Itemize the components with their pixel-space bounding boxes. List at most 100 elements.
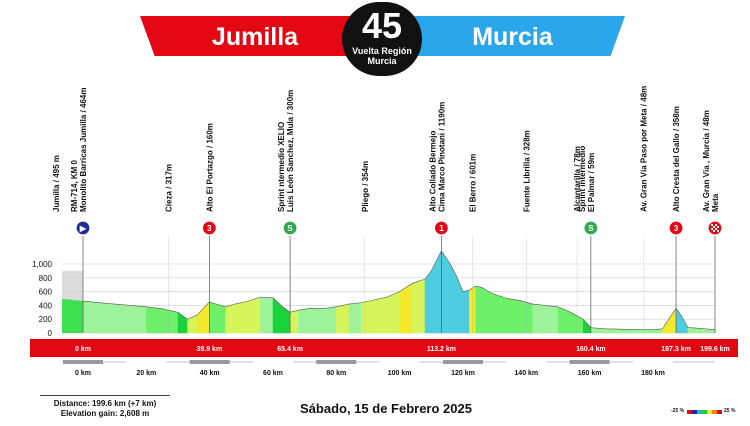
waypoint-label: Av. Gran Vía , Murcia / 48m (702, 110, 711, 212)
race-name-line1: Vuelta Región (352, 46, 412, 56)
profile-segment (488, 291, 495, 334)
waypoint-icon-text: 1 (439, 224, 444, 233)
profile-segment (668, 307, 677, 334)
profile-segment (545, 305, 559, 334)
x-axis-segment (63, 360, 103, 364)
profile-segment (462, 289, 470, 334)
x-tick-label: 20 km (136, 370, 156, 377)
gradient-legend-swatch (717, 410, 722, 414)
finish-flag-square (711, 224, 713, 226)
x-tick-label: 80 km (326, 370, 346, 377)
finish-flag-square (717, 230, 719, 232)
profile-segment (187, 314, 198, 334)
gradient-legend-min: -25 % (671, 408, 685, 414)
profile-segment (310, 307, 324, 334)
x-tick-label: 180 km (641, 370, 665, 377)
distance-text: Distance: 199.6 km (+7 km) (53, 399, 157, 408)
stage-badge: 45 Vuelta Región Murcia (342, 2, 422, 76)
start-city-label: Jumilla (211, 23, 299, 51)
x-axis-segment (316, 360, 357, 364)
waypoint-icon-text: 3 (207, 224, 212, 233)
waypoint-label: El Palmar / 59m (587, 153, 596, 212)
race-name-line2: Murcia (367, 56, 397, 66)
profile-segment (196, 301, 210, 334)
profile-segment (215, 303, 226, 334)
y-tick-label: 200 (39, 315, 53, 324)
waypoint-label: Sprint intermedio (578, 146, 587, 212)
km-marker-label: 160.4 km (576, 346, 606, 353)
waypoint-label: Meta (711, 193, 720, 212)
waypoint-label: Cieza / 317m (164, 164, 173, 212)
y-tick-label: 1,000 (32, 260, 53, 269)
end-city-label: Murcia (472, 23, 553, 51)
profile-segment (98, 302, 115, 334)
y-tick-label: 800 (39, 274, 53, 283)
finish-flag-square (713, 230, 715, 232)
waypoint-label: Cima Marco Pinotani / 1190m (437, 102, 446, 212)
profile-segment (441, 250, 451, 334)
profile-segment (399, 282, 413, 334)
waypoint-label: El Berro / 601m (468, 154, 477, 212)
waypoint-icon-text: 3 (674, 224, 679, 233)
gradient-legend-swatch (687, 410, 692, 414)
profile-segment (336, 303, 350, 334)
gradient-legend-max: 25 % (724, 408, 736, 414)
profile-segment (681, 315, 688, 334)
x-axis-segment (379, 360, 420, 364)
gradient-legend-swatch (702, 410, 707, 414)
route-summary: Distance: 199.6 km (+7 km) Elevation gai… (40, 395, 170, 419)
profile-segment (662, 318, 669, 334)
profile-segment (161, 308, 179, 334)
x-tick-label: 40 km (200, 370, 220, 377)
km-marker-label: 199.6 km (700, 346, 730, 353)
km-marker-label: 0 km (75, 346, 91, 353)
km-marker-label: 187.3 km (661, 346, 691, 353)
waypoint-icon-text: ▶ (79, 224, 87, 233)
profile-segment (374, 296, 388, 334)
km-marker-label: 39.9 km (196, 346, 222, 353)
profile-segment (494, 294, 508, 334)
waypoint-icon-text: S (588, 224, 594, 233)
x-axis-segment (442, 360, 483, 364)
profile-segment (146, 306, 163, 334)
waypoint-label: Alto Cresta del Gallo / 358m (672, 106, 681, 212)
profile-segment (260, 296, 274, 334)
profile-segment (481, 287, 489, 334)
profile-segment (636, 329, 654, 334)
profile-segment (247, 296, 261, 334)
sprint-icon (282, 220, 298, 236)
profile-segment (209, 301, 217, 334)
y-tick-label: 400 (39, 301, 53, 310)
finish-flag-square (713, 226, 715, 228)
cat3-icon (668, 220, 684, 236)
profile-segment (507, 298, 521, 334)
profile-segment (82, 300, 100, 334)
x-tick-label: 140 km (514, 370, 538, 377)
profile-outline (82, 250, 716, 330)
profile-segment (130, 305, 147, 334)
x-tick-label: 60 km (263, 370, 283, 377)
neutral-start-label: Jumilla / 495 m (52, 155, 61, 212)
gradient-legend-swatch (712, 410, 717, 414)
x-tick-label: 120 km (451, 370, 475, 377)
waypoint-label: Sprint ntermedio XELIO (277, 122, 286, 212)
waypoint-label: Pliego / 354m (361, 161, 370, 212)
profile-segment (469, 285, 476, 334)
profile-segment (532, 303, 546, 334)
profile-segment (431, 250, 442, 334)
km-bar (30, 339, 738, 357)
waypoint-label: Av. Gran Vía Paso por Meta / 48m (639, 86, 648, 212)
x-axis-segment (632, 360, 673, 364)
x-tick-label: 0 km (75, 370, 91, 377)
km-marker-label: 113.2 km (427, 346, 456, 353)
profile-segment (557, 306, 571, 334)
stage-number: 45 (361, 5, 403, 46)
profile-segment (348, 302, 362, 334)
x-tick-label: 160 km (578, 370, 602, 377)
finish-flag-square (715, 228, 717, 230)
profile-segment (361, 299, 375, 334)
profile-segment (62, 298, 83, 333)
x-axis-segment (506, 360, 547, 364)
x-axis-segment (569, 360, 610, 364)
